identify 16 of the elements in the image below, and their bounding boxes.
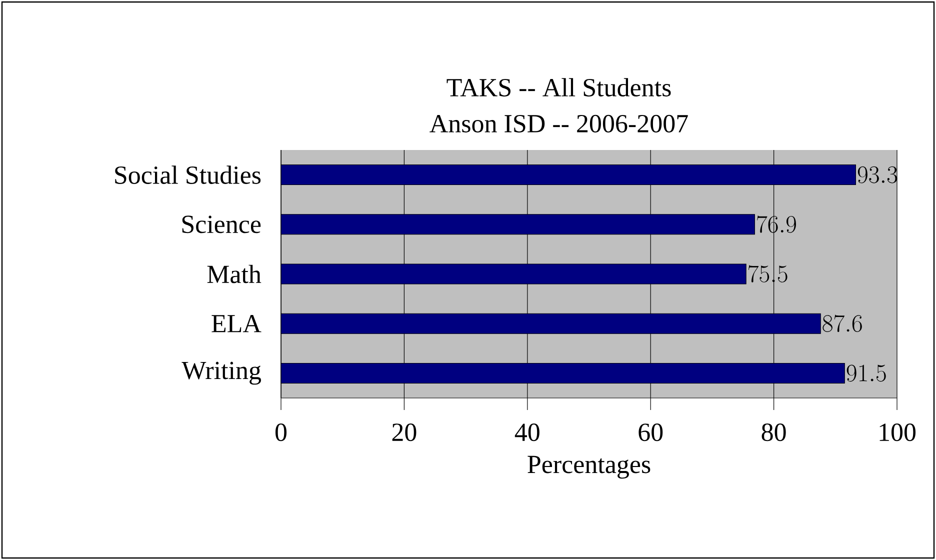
y-tick-label: Writing [182,362,261,385]
x-tick-label: 0 [275,424,287,442]
y-tick-label: Science [182,216,261,234]
y-tick-label: Social Studies [115,166,261,184]
x-tick-label: 60 [638,424,663,442]
data-label: 87.6 [822,314,862,332]
chart-title: TAKS -- All Students [446,78,671,96]
y-tick-label: ELA [212,315,262,332]
x-tick-label: 40 [514,424,540,442]
x-axis-title: Percentages [528,456,650,479]
y-tick-label: Math [207,264,262,284]
x-tick-label: 80 [762,424,786,442]
x-tick-label: 20 [392,424,416,442]
chart-subtitle: Anson ISD -- 2006-2007 [430,114,688,132]
x-tick-label: 100 [880,424,916,442]
data-label: 91 .5 [846,364,886,382]
